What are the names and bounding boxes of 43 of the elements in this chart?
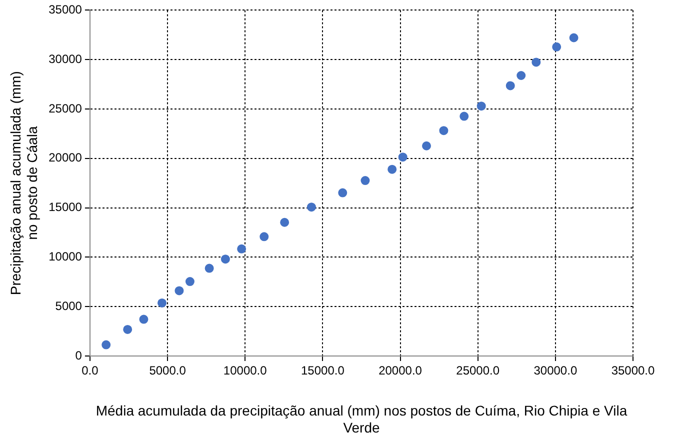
x-tick-label: 0.0: [82, 364, 99, 378]
y-tick-label: 5000: [55, 298, 82, 313]
y-tick-label: 20000: [48, 150, 82, 165]
point: [260, 232, 269, 242]
x-tick-label: 10000.0: [223, 364, 268, 378]
y-tick-label: 10000: [48, 250, 82, 264]
y-tick-label: 35000: [48, 2, 82, 17]
point: [306, 202, 316, 212]
point: [204, 264, 214, 273]
y-tick-label: 0: [75, 348, 82, 362]
point: [220, 254, 230, 264]
point: [280, 218, 290, 227]
point: [398, 152, 408, 162]
x-tick-label: 5000.0: [149, 364, 186, 378]
point: [174, 286, 184, 296]
y-tick-label: 25000: [48, 101, 82, 116]
x-tick-label: 30000.0: [534, 364, 578, 378]
point: [439, 126, 448, 136]
point: [552, 42, 562, 52]
y-tick-label: 15000: [48, 200, 82, 214]
point: [388, 164, 397, 174]
point: [123, 324, 132, 334]
x-tick-label: 20000.0: [378, 364, 422, 378]
point: [422, 141, 432, 150]
x-tick-label: 25000.0: [456, 364, 500, 378]
point: [569, 33, 578, 42]
point: [360, 176, 370, 186]
x-tick-label: 35000.0: [611, 364, 656, 378]
x-axis-title: Média acumulada da precipitação anual (mm) nos postos de Cuíma, Rio Chipia e Vila Verde: [96, 402, 628, 436]
point: [139, 314, 148, 324]
point: [506, 81, 515, 90]
y-tick-label: 30000: [48, 52, 82, 66]
y-axis-title: Precipitação anual acumulada (mm) no posto de Cáala: [7, 71, 40, 296]
point: [237, 244, 246, 254]
point: [476, 102, 486, 111]
x-tick-label: 15000.0: [301, 364, 345, 378]
point: [460, 112, 469, 121]
point: [532, 58, 541, 67]
point: [516, 70, 526, 80]
point: [338, 188, 348, 198]
point: [185, 277, 194, 286]
point: [158, 298, 167, 308]
point: [102, 340, 111, 350]
